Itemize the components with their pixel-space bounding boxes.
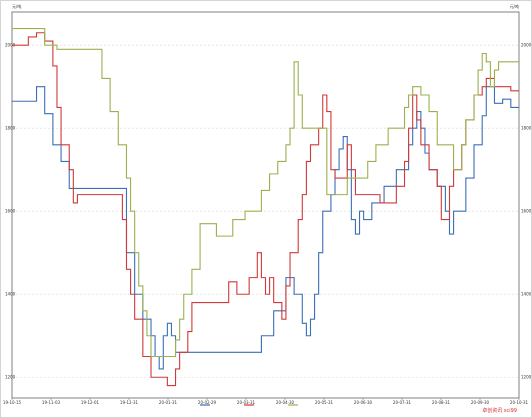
y-tick-label-right: 2000 <box>521 43 532 48</box>
y-tick-label-left: 1400 <box>5 292 16 297</box>
x-tick-label: 20-06-30 <box>354 400 373 405</box>
y-tick-label-left: 2000 <box>5 43 16 48</box>
y-axis-unit-left: 元/吨 <box>12 3 21 9</box>
x-tick-label: 20-10-31 <box>510 400 529 405</box>
y-tick-label-right: 1200 <box>521 375 532 380</box>
series-line-1 <box>12 86 519 370</box>
y-tick-label-left: 1200 <box>5 375 16 380</box>
x-tick-label: 20-01-31 <box>159 400 178 405</box>
y-tick-label-right: 1800 <box>521 126 532 131</box>
series-line-2 <box>12 32 519 387</box>
y-axis-unit-right: 元/吨 <box>510 3 519 9</box>
plot-area-frame <box>11 11 520 399</box>
y-tick-label-left: 1600 <box>5 209 16 214</box>
series-line-3 <box>12 28 519 358</box>
y-tick-label-left: 1800 <box>5 126 16 131</box>
x-tick-label: 19-12-31 <box>120 400 139 405</box>
x-tick-label: 20-08-31 <box>432 400 451 405</box>
x-tick-label: 19-12-01 <box>81 400 100 405</box>
x-tick-label: 20-02-29 <box>198 400 217 405</box>
x-tick-label: 19-11-03 <box>42 400 61 405</box>
x-tick-label: 19-10-15 <box>3 400 22 405</box>
x-tick-label: 20-09-30 <box>471 400 490 405</box>
x-tick-label: 20-04-30 <box>276 400 295 405</box>
x-tick-label: 20-05-31 <box>315 400 334 405</box>
x-tick-label: 20-03-31 <box>237 400 256 405</box>
x-tick-label: 20-07-31 <box>393 400 412 405</box>
y-tick-label-right: 1600 <box>521 209 532 214</box>
watermark-text: 卓创资讯 sci99 <box>482 407 517 414</box>
y-tick-label-right: 1400 <box>521 292 532 297</box>
